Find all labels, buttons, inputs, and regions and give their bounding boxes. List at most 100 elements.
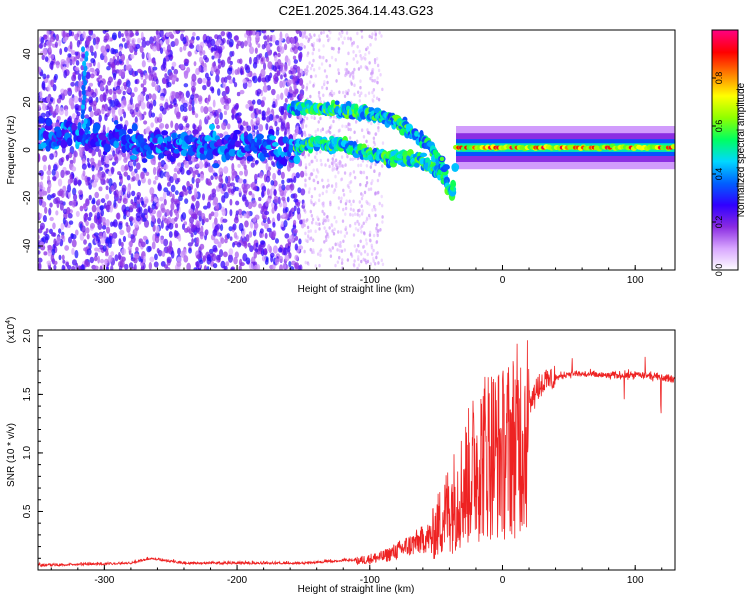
- heatmap-noise-cell: [312, 168, 315, 172]
- colorbar-slice: [712, 111, 738, 113]
- heatmap-noise-cell: [288, 235, 295, 243]
- heatmap-noise-cell: [318, 222, 321, 226]
- heatmap-noise-cell: [325, 130, 328, 135]
- heatmap-noise-cell: [253, 251, 257, 259]
- heatmap-noise-cell: [271, 88, 276, 96]
- heatmap-noise-cell: [316, 170, 320, 174]
- heatmap-noise-cell: [60, 190, 65, 198]
- heatmap-noise-cell: [53, 238, 57, 246]
- heatmap-noise-cell: [195, 36, 200, 41]
- heatmap-noise-cell: [380, 203, 384, 208]
- heatmap-noise-cell: [356, 44, 359, 49]
- y-tick-label: 0: [22, 147, 33, 153]
- heatmap-noise-cell: [99, 166, 103, 171]
- x-tick-label: -100: [360, 575, 380, 586]
- heatmap-noise-cell: [260, 68, 266, 77]
- heatmap-noise-cell: [338, 128, 341, 133]
- heatmap-noise-cell: [348, 224, 352, 228]
- colorbar-slice: [712, 45, 738, 47]
- heatmap-noise-cell: [64, 108, 69, 117]
- heatmap-noise-cell: [365, 163, 369, 168]
- heatmap-noise-cell: [148, 262, 153, 270]
- heatmap-noise-cell: [105, 185, 109, 191]
- heatmap-noise-cell: [223, 110, 228, 116]
- heatmap-noise-cell: [170, 184, 176, 193]
- heatmap-noise-cell: [78, 189, 83, 195]
- heatmap-noise-cell: [244, 220, 249, 228]
- heatmap-noise-cell: [148, 103, 153, 111]
- heatmap-noise-cell: [47, 249, 52, 257]
- heatmap-noise-cell: [141, 39, 147, 48]
- heatmap-noise-cell: [342, 207, 345, 212]
- heatmap-noise-cell: [330, 223, 334, 228]
- heatmap-noise-cell: [194, 113, 199, 119]
- heatmap-noise-cell: [292, 91, 297, 98]
- colorbar-slice: [712, 178, 738, 180]
- heatmap-noise-cell: [98, 114, 102, 123]
- heatmap-signal-cell: [334, 100, 340, 106]
- heatmap-noise-cell: [285, 88, 289, 97]
- heatmap-noise-cell: [121, 33, 124, 38]
- heatmap-noise-cell: [150, 122, 154, 128]
- colorbar-tick-label: 0.8: [714, 72, 724, 85]
- colorbar-slice: [712, 72, 738, 74]
- heatmap-noise-cell: [380, 258, 383, 263]
- heatmap-noise-cell: [355, 119, 358, 124]
- colorbar-slice: [712, 144, 738, 146]
- heatmap-noise-cell: [183, 107, 188, 113]
- heatmap-noise-cell: [356, 266, 359, 270]
- heatmap-noise-cell: [273, 77, 279, 85]
- y-tick-label: 20: [22, 96, 33, 108]
- heatmap-noise-cell: [87, 161, 91, 168]
- heatmap-noise-cell: [42, 154, 48, 162]
- heatmap-noise-cell: [159, 170, 164, 179]
- heatmap-noise-cell: [348, 74, 352, 78]
- heatmap-noise-cell: [370, 74, 374, 78]
- heatmap-noise-cell: [331, 157, 334, 161]
- heatmap-noise-cell: [187, 242, 193, 247]
- heatmap-noise-cell: [199, 50, 203, 56]
- heatmap-noise-cell: [215, 74, 220, 83]
- heatmap-noise-cell: [83, 213, 89, 221]
- heatmap-signal-cell: [131, 123, 138, 132]
- heatmap-noise-cell: [73, 150, 78, 158]
- heatmap-noise-cell: [323, 240, 326, 244]
- heatmap-noise-cell: [312, 238, 315, 242]
- heatmap-noise-cell: [237, 208, 243, 216]
- colorbar-slice: [712, 181, 738, 183]
- heatmap-noise-cell: [281, 179, 285, 185]
- heatmap-noise-cell: [365, 65, 369, 70]
- colorbar-slice: [712, 70, 738, 72]
- heatmap-noise-cell: [334, 242, 337, 247]
- heatmap-cells: [38, 30, 675, 270]
- heatmap-noise-cell: [76, 86, 81, 92]
- heatmap-noise-cell: [219, 249, 224, 258]
- colorbar-slice: [712, 193, 738, 195]
- heatmap-noise-cell: [187, 51, 192, 57]
- heatmap-noise-cell: [358, 49, 361, 54]
- heatmap-noise-cell: [355, 139, 359, 144]
- heatmap-noise-cell: [132, 159, 137, 167]
- heatmap-noise-cell: [380, 34, 383, 38]
- heatmap-noise-cell: [364, 183, 368, 188]
- heatmap-noise-cell: [69, 41, 73, 50]
- colorbar-slice: [712, 99, 738, 101]
- colorbar-slice: [712, 201, 738, 203]
- heatmap-noise-cell: [74, 66, 80, 71]
- heatmap-noise-cell: [182, 186, 187, 193]
- heatmap-noise-cell: [89, 256, 95, 264]
- heatmap-noise-cell: [303, 208, 306, 212]
- heatmap-noise-cell: [307, 262, 310, 266]
- colorbar-slice: [712, 101, 738, 103]
- colorbar-slice: [712, 126, 738, 128]
- heatmap-noise-cell: [299, 42, 304, 47]
- heatmap-noise-cell: [255, 117, 261, 124]
- colorbar-slice: [712, 204, 738, 206]
- heatmap-noise-cell: [140, 31, 144, 39]
- heatmap-noise-cell: [210, 175, 214, 181]
- heatmap-noise-cell: [372, 140, 376, 144]
- heatmap-noise-cell: [345, 231, 349, 235]
- colorbar-slice: [712, 255, 738, 257]
- heatmap-noise-cell: [123, 214, 127, 220]
- heatmap-noise-cell: [292, 64, 298, 70]
